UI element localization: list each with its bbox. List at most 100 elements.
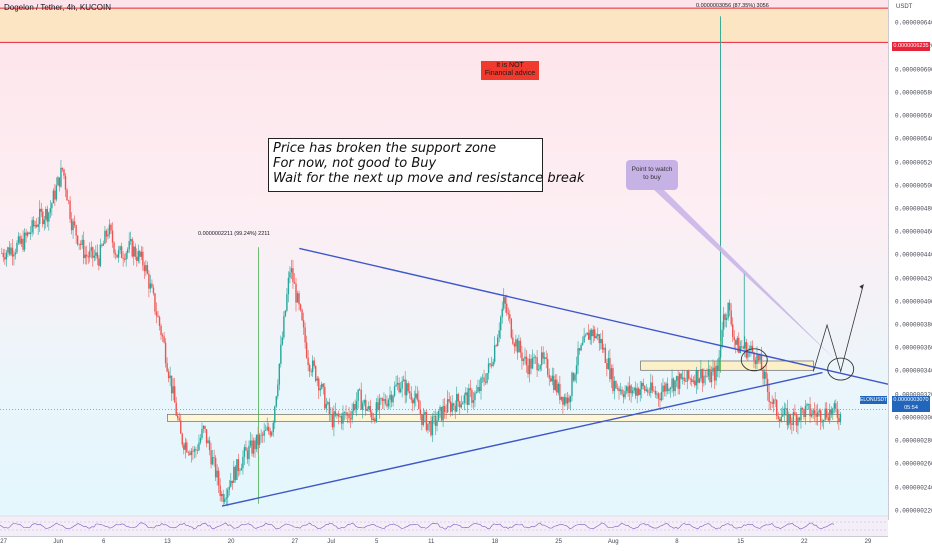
candle-body (383, 399, 385, 401)
candle-body (648, 392, 651, 394)
candle-body (791, 423, 793, 425)
candle-body (700, 369, 702, 379)
candle-body (630, 385, 632, 394)
candle-body (813, 410, 816, 414)
candle-body (2, 253, 5, 258)
candle-body (257, 434, 259, 445)
candle-body (278, 363, 281, 385)
candle-body (240, 468, 243, 471)
candle-body (358, 389, 361, 391)
candle-body (437, 410, 440, 421)
candle-body (372, 418, 375, 421)
candle-body (222, 493, 224, 502)
candle-body (220, 493, 223, 496)
candle-body (43, 219, 45, 225)
candle-body (280, 344, 282, 364)
candle-body (113, 242, 115, 254)
candle-body (757, 354, 760, 361)
candle-body (202, 426, 205, 429)
candle-body (289, 272, 291, 278)
candle-body (442, 406, 444, 421)
candle-body (550, 378, 552, 382)
candle-body (325, 403, 328, 409)
candle-body (762, 370, 764, 379)
candle-body (512, 337, 514, 344)
price-tick-label: 0.0000006000 (895, 66, 932, 74)
candle-body (52, 190, 55, 204)
candle-body (234, 466, 237, 480)
candle-body (193, 449, 196, 452)
candle-body (398, 382, 400, 393)
candle-body (719, 345, 722, 358)
candle-body (208, 440, 211, 451)
candle-body (348, 413, 350, 419)
candle-body (272, 422, 274, 433)
candle-body (393, 386, 396, 396)
resistance-price-tag: 0.0000006235 (892, 42, 930, 51)
candle-body (78, 243, 80, 245)
current-price-tag: 0.0000003070 (892, 396, 930, 404)
candle-body (164, 342, 167, 364)
candle-body (769, 401, 772, 403)
candle-body (284, 310, 287, 317)
candle-body (516, 339, 519, 353)
candle-body (624, 391, 626, 398)
candle-body (604, 347, 607, 364)
candle-body (327, 402, 329, 404)
time-tick-label: 20 (227, 539, 235, 545)
time-tick-label: Jul (327, 539, 336, 545)
candle-body (578, 348, 581, 351)
candle-body (258, 434, 261, 445)
candle-body (644, 386, 646, 391)
candle-body (292, 268, 294, 283)
candle-body (691, 378, 693, 382)
time-axis[interactable]: 27 Jun 6 13 20 27 Jul 5 11 18 25 Aug 8 15 22 29 (0, 536, 888, 551)
candle-body (269, 431, 271, 436)
time-tick-label: 18 (491, 539, 499, 545)
analysis-note: Price has broken the support zone For no… (268, 138, 584, 192)
price-axis[interactable]: 0.00000064000.00000062000.00000060000.00… (888, 0, 932, 520)
candle-body (547, 359, 549, 375)
candle-body (584, 334, 587, 336)
candle-body (448, 399, 450, 402)
candle-body (695, 370, 698, 386)
candle-body (357, 389, 359, 402)
candle-body (330, 414, 332, 415)
candle-body (152, 287, 155, 294)
price-tick-label: 0.0000006400 (895, 19, 932, 27)
candle-body (430, 421, 432, 436)
candle-body (131, 239, 133, 257)
candle-body (493, 345, 496, 362)
candle-body (64, 175, 67, 190)
price-tick-label: 0.0000004000 (895, 298, 932, 306)
price-tick-label: 0.0000003200 (895, 391, 932, 399)
candle-body (571, 372, 573, 396)
resistance-zone (0, 8, 888, 43)
candle-body (832, 408, 834, 414)
candle-body (264, 430, 267, 431)
projection-path (813, 284, 864, 373)
candle-body (225, 497, 227, 499)
candle-body (198, 442, 200, 451)
candle-body (824, 408, 826, 420)
candle-body (355, 401, 358, 410)
candle-body (195, 449, 197, 451)
watch-callout: Point to watch to buy (626, 160, 678, 190)
candle-body (54, 190, 56, 200)
candle-body (534, 356, 537, 358)
candle-body (589, 329, 591, 340)
candle-body (166, 363, 168, 372)
candle-body (631, 390, 634, 394)
candle-body (84, 254, 86, 259)
candle-body (378, 398, 381, 410)
disclaimer-label: It is NOT Financial advice (481, 61, 539, 80)
candle-body (19, 236, 21, 244)
candle-body (352, 403, 355, 411)
candle-body (783, 408, 785, 415)
candle-body (525, 356, 528, 366)
candle-body (34, 225, 36, 227)
candle-body (368, 406, 370, 410)
candle-body (242, 456, 244, 469)
candle-body (475, 391, 478, 393)
